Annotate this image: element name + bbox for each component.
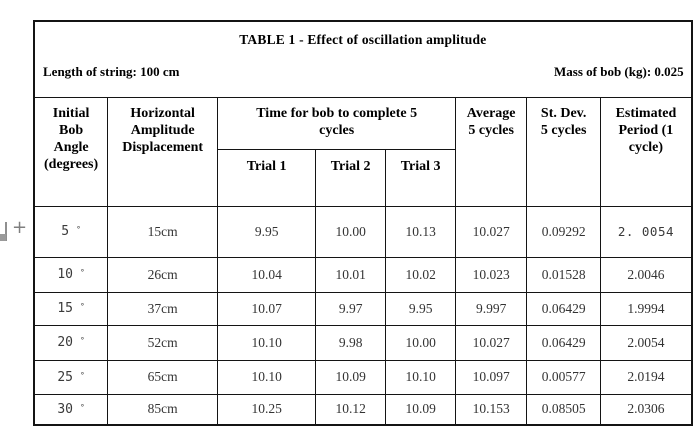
table-row: 10 ° 26cm 10.04 10.01 10.02 10.023 0.0152…	[33, 256, 693, 293]
cell-period: 2.0054	[600, 324, 693, 361]
anchor-bar	[5, 222, 7, 241]
col-header-trial1: Trial 1	[217, 148, 317, 207]
cell-trial2: 10.00	[315, 205, 387, 258]
table-title: TABLE 1 - Effect of oscillation amplitud…	[239, 32, 487, 47]
cell-period: 1.9994	[600, 291, 693, 326]
angle-value: 10	[57, 267, 73, 282]
cell-trial2: 9.98	[315, 324, 387, 361]
col-header-trial2: Trial 2	[315, 148, 387, 207]
cell-amplitude: 52cm	[107, 324, 219, 361]
table-row: 30 ° 85cm 10.25 10.12 10.09 10.153 0.0850…	[33, 393, 693, 426]
cell-average: 10.023	[455, 256, 528, 293]
cell-trial2: 10.09	[315, 359, 387, 395]
cell-trial3: 9.95	[385, 291, 457, 326]
cell-amplitude: 85cm	[107, 393, 219, 426]
cell-average: 9.997	[455, 291, 528, 326]
degree-symbol: °	[79, 302, 85, 311]
cell-trial1: 10.04	[217, 256, 317, 293]
table-meta-row: Length of string: 100 cm Mass of bob (kg…	[35, 64, 691, 80]
table-row: 25 ° 65cm 10.10 10.09 10.10 10.097 0.0057…	[33, 359, 693, 395]
cell-average: 10.027	[455, 205, 528, 258]
degree-symbol: °	[79, 370, 85, 380]
cell-stdev: 0.08505	[526, 393, 602, 426]
col-header-average: Average 5 cycles	[455, 96, 528, 207]
data-table: TABLE 1 - Effect of oscillation amplitud…	[33, 20, 693, 426]
anchor-box	[0, 234, 6, 241]
cell-average: 10.097	[455, 359, 528, 395]
cell-amplitude: 15cm	[107, 205, 219, 258]
degree-symbol: °	[79, 402, 85, 412]
cell-stdev: 0.00577	[526, 359, 602, 395]
cell-trial3: 10.13	[385, 205, 457, 258]
cell-trial3: 10.02	[385, 256, 457, 293]
cell-trial1: 10.25	[217, 393, 317, 426]
cell-trial1: 9.95	[217, 205, 317, 258]
cell-period: 2.0046	[600, 256, 693, 293]
cell-stdev: 0.06429	[526, 324, 602, 361]
col-header-time-group: Time for bob to complete 5 cycles	[217, 96, 457, 150]
cell-angle: 10 °	[33, 256, 109, 293]
col-header-period: Estimated Period (1 cycle)	[600, 96, 693, 207]
cell-stdev: 0.01528	[526, 256, 602, 293]
cell-angle: 5 °	[33, 205, 109, 258]
mass-of-bob-label: Mass of bob (kg): 0.025	[554, 64, 684, 79]
cell-trial3: 10.09	[385, 393, 457, 426]
cell-angle: 20 °	[33, 324, 109, 361]
table-row: 20 ° 52cm 10.10 9.98 10.00 10.027 0.06429…	[33, 324, 693, 361]
degree-symbol: °	[79, 268, 85, 277]
cell-trial3: 10.00	[385, 324, 457, 361]
angle-value: 30	[57, 401, 73, 417]
cell-amplitude: 65cm	[107, 359, 219, 395]
cell-stdev: 0.09292	[526, 205, 602, 258]
degree-symbol: °	[76, 225, 81, 234]
cell-trial1: 10.10	[217, 359, 317, 395]
col-header-time-group-text: Time for bob to complete 5 cycles	[256, 105, 418, 138]
cell-trial1: 10.10	[217, 324, 317, 361]
cell-amplitude: 26cm	[107, 256, 219, 293]
insert-plus-handle[interactable]: +	[12, 217, 28, 238]
cell-angle: 30 °	[33, 393, 109, 426]
cell-average: 10.027	[455, 324, 528, 361]
col-header-angle: Initial Bob Angle (degrees)	[33, 96, 109, 207]
cell-trial3: 10.10	[385, 359, 457, 395]
col-header-stdev: St. Dev. 5 cycles	[526, 96, 602, 207]
cell-angle: 15 °	[33, 291, 109, 326]
cell-trial2: 9.97	[315, 291, 387, 326]
cell-trial1: 10.07	[217, 291, 317, 326]
cell-trial2: 10.01	[315, 256, 387, 293]
degree-symbol: °	[79, 336, 85, 345]
cell-period: 2.0194	[600, 359, 693, 395]
angle-value: 5	[61, 224, 70, 239]
angle-value: 25	[57, 369, 73, 385]
clipped-anchor-icon	[0, 222, 8, 241]
angle-value: 15	[57, 301, 73, 316]
cell-trial2: 10.12	[315, 393, 387, 426]
col-header-amplitude: Horizontal Amplitude Displacement	[107, 96, 219, 207]
table-caption-cell: TABLE 1 - Effect of oscillation amplitud…	[33, 20, 693, 98]
left-margin: +	[0, 0, 30, 442]
cell-angle: 25 °	[33, 359, 109, 395]
table-row: 15 ° 37cm 10.07 9.97 9.95 9.997 0.06429 1…	[33, 291, 693, 326]
cell-average: 10.153	[455, 393, 528, 426]
cell-amplitude: 37cm	[107, 291, 219, 326]
col-header-trial3: Trial 3	[385, 148, 457, 207]
table-row: 5 ° 15cm 9.95 10.00 10.13 10.027 0.09292 …	[33, 205, 693, 258]
cell-stdev: 0.06429	[526, 291, 602, 326]
length-of-string-label: Length of string: 100 cm	[43, 64, 180, 79]
angle-value: 20	[57, 335, 73, 350]
cell-period: 2.0306	[600, 393, 693, 426]
cell-period: 2. 0054	[600, 205, 693, 258]
